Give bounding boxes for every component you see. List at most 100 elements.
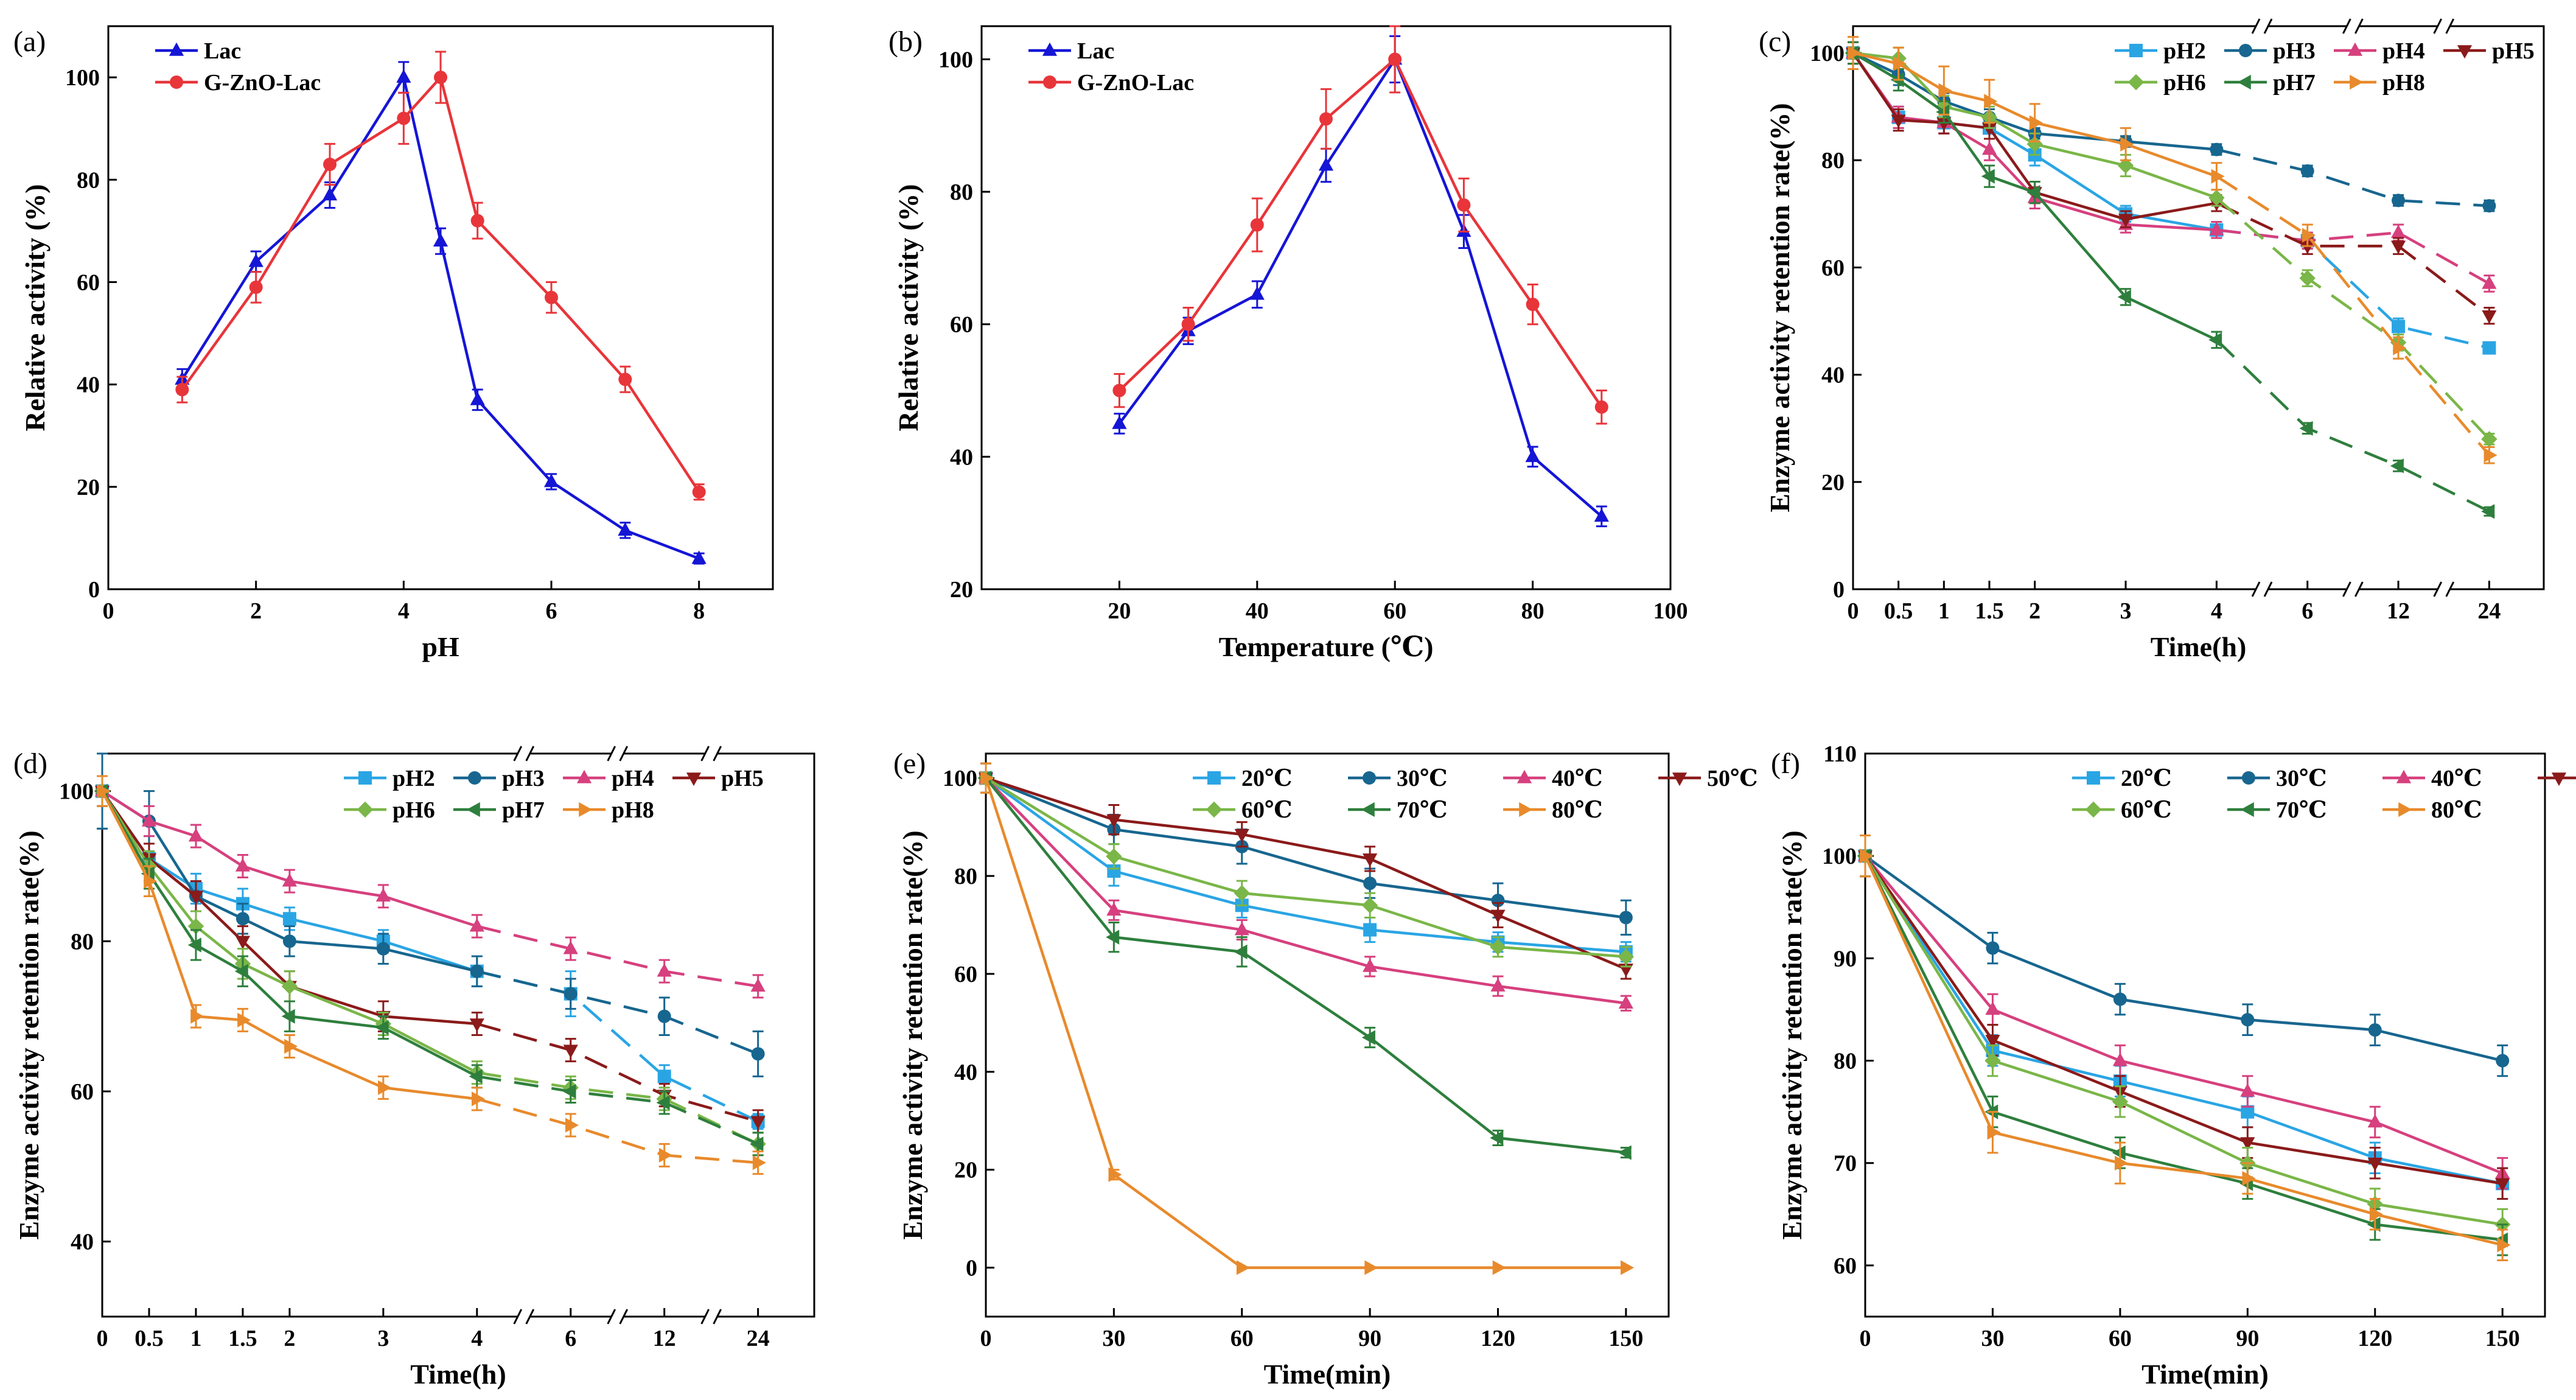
y-tick-label: 80 bbox=[77, 167, 100, 193]
y-tick-label: 80 bbox=[950, 180, 973, 205]
plot-frame bbox=[985, 752, 1670, 1318]
data-point bbox=[750, 1136, 764, 1152]
data-point bbox=[2242, 1171, 2256, 1186]
legend-label: pH4 bbox=[2382, 38, 2425, 64]
legend-marker bbox=[2085, 801, 2102, 818]
plot-frame bbox=[1852, 25, 2545, 590]
y-tick-label: 20 bbox=[1821, 470, 1845, 495]
x-axis-title: pH bbox=[422, 631, 459, 662]
legend-marker bbox=[2127, 74, 2145, 91]
data-point bbox=[751, 1047, 765, 1061]
panel-label: (b) bbox=[888, 26, 923, 58]
axis-break-gap bbox=[2437, 19, 2450, 33]
y-tick-label: 40 bbox=[1821, 363, 1845, 388]
legend-label: pH4 bbox=[612, 766, 654, 791]
x-tick-label: 0 bbox=[97, 1326, 108, 1351]
data-point bbox=[188, 828, 204, 842]
series-pH7 bbox=[1845, 41, 2495, 519]
data-point bbox=[657, 1069, 671, 1083]
data-point bbox=[1987, 1125, 2001, 1140]
data-point bbox=[236, 912, 250, 926]
data-point bbox=[2113, 992, 2127, 1006]
y-tick-label: 110 bbox=[1823, 741, 1857, 767]
x-tick-label: 150 bbox=[1608, 1326, 1643, 1351]
legend-label: 20℃ bbox=[1241, 766, 1293, 791]
x-tick-label: 100 bbox=[1653, 598, 1688, 624]
data-point bbox=[1984, 94, 1998, 109]
data-point bbox=[2481, 504, 2495, 519]
data-point bbox=[1106, 848, 1122, 865]
legend-label: pH6 bbox=[393, 797, 435, 823]
axis-break-mark bbox=[2354, 581, 2364, 597]
legend-label: pH5 bbox=[721, 766, 764, 791]
legend-marker bbox=[2129, 44, 2143, 57]
data-point bbox=[2299, 421, 2313, 436]
legend-label: Lac bbox=[204, 38, 241, 64]
data-point bbox=[1318, 157, 1334, 171]
series-line-dashed bbox=[476, 1022, 759, 1123]
data-point bbox=[2482, 275, 2497, 289]
data-point bbox=[433, 233, 449, 247]
data-point bbox=[562, 1083, 576, 1099]
axis-break-mark bbox=[513, 746, 523, 761]
y-tick-label: 60 bbox=[71, 1079, 94, 1105]
axis-break-gap bbox=[705, 1309, 717, 1324]
y-tick-label: 80 bbox=[954, 864, 977, 889]
legend-label: 70℃ bbox=[1397, 797, 1448, 823]
x-tick-label: 90 bbox=[1358, 1326, 1381, 1351]
axis-break-mark bbox=[2342, 581, 2351, 597]
series-line-dashed bbox=[2216, 175, 2491, 457]
chart-panel-f: (f) 0 30 60 90 120 150 60 70 80 90 100 110 Time(min) E… bbox=[1771, 741, 2576, 1390]
x-tick-label: 6 bbox=[546, 598, 557, 624]
data-point bbox=[378, 1080, 392, 1095]
data-point bbox=[2208, 332, 2222, 348]
plot-frame bbox=[1864, 752, 2546, 1318]
data-point bbox=[657, 963, 672, 977]
data-point bbox=[1936, 104, 1950, 120]
data-point bbox=[1249, 286, 1265, 300]
data-point bbox=[469, 1069, 483, 1084]
x-tick-label: 120 bbox=[1481, 1326, 1515, 1351]
axis-break-mark bbox=[525, 746, 535, 761]
legend: pH2 pH3 pH4 pH5 pH6 pH7 pH8 bbox=[344, 766, 764, 823]
axis-break-mark bbox=[2251, 18, 2261, 34]
data-point bbox=[190, 1009, 204, 1024]
data-point bbox=[1112, 383, 1126, 397]
series-line bbox=[1118, 56, 1603, 517]
data-point bbox=[235, 936, 251, 950]
data-point bbox=[1363, 877, 1377, 891]
data-point bbox=[1363, 923, 1377, 937]
x-tick-label: 30 bbox=[1102, 1326, 1125, 1351]
x-axis-title: Time(h) bbox=[410, 1359, 506, 1390]
panel-label: (d) bbox=[13, 747, 47, 780]
data-point bbox=[2112, 1093, 2129, 1110]
plot-frame bbox=[107, 25, 774, 590]
legend-marker bbox=[1363, 771, 1376, 785]
legend-marker bbox=[576, 769, 592, 783]
data-point bbox=[657, 1009, 671, 1023]
series-line-dashed bbox=[2215, 338, 2490, 513]
data-point bbox=[1234, 828, 1249, 842]
data-point bbox=[2026, 184, 2040, 200]
x-tick-label: 90 bbox=[2236, 1326, 2259, 1351]
data-point bbox=[1981, 169, 1995, 184]
y-tick-label: 0 bbox=[1833, 577, 1845, 603]
data-point bbox=[2367, 1157, 2382, 1171]
axis-break-mark bbox=[619, 1309, 629, 1325]
y-axis-title: Relative activity (%) bbox=[893, 184, 924, 431]
data-point bbox=[187, 937, 201, 953]
x-tick-label: 60 bbox=[1383, 598, 1406, 624]
series-G-ZnO-Lac bbox=[175, 51, 706, 501]
legend-marker bbox=[2396, 769, 2412, 783]
axis-break-mark bbox=[2263, 18, 2273, 34]
x-axis-title: Temperature (℃) bbox=[1219, 631, 1434, 662]
legend-marker bbox=[169, 42, 184, 56]
data-point bbox=[470, 214, 484, 228]
x-tick-label: 6 bbox=[2302, 598, 2313, 624]
data-point bbox=[1234, 944, 1248, 959]
plot-frame bbox=[101, 752, 815, 1318]
data-point bbox=[543, 474, 559, 488]
series-40℃ bbox=[978, 762, 1633, 1012]
x-tick-label: 12 bbox=[653, 1326, 676, 1351]
data-point bbox=[1594, 400, 1608, 414]
